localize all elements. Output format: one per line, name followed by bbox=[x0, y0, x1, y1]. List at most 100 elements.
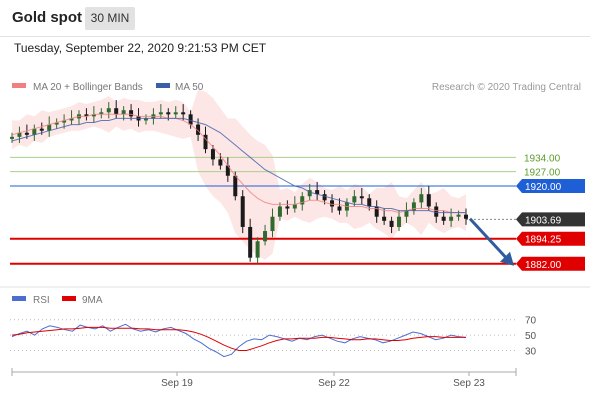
candle-body bbox=[404, 210, 409, 217]
forecast-arrow-head bbox=[500, 251, 514, 266]
datetime-label: Tuesday, September 22, 2020 9:21:53 PM C… bbox=[14, 41, 267, 55]
ma50-legend-swatch bbox=[156, 83, 170, 88]
candle-body bbox=[411, 202, 416, 211]
candle-body bbox=[69, 118, 74, 121]
forecast-arrow bbox=[468, 217, 514, 266]
candle-body bbox=[24, 132, 29, 135]
candle-body bbox=[47, 124, 52, 131]
candle-body bbox=[196, 124, 201, 135]
chart-header: Gold spot 30 MIN bbox=[0, 0, 590, 37]
rsi-tick-label: 30 bbox=[525, 346, 537, 357]
candle-body bbox=[188, 114, 193, 125]
candle-body bbox=[456, 214, 461, 217]
candle-body bbox=[225, 165, 230, 176]
rsi-panel: 70 50 30 bbox=[10, 316, 537, 357]
rsi-legend-swatch bbox=[12, 296, 26, 301]
candle-body bbox=[337, 206, 342, 211]
rsi-ma-legend-label: 9MA bbox=[82, 295, 103, 306]
candle-body bbox=[449, 216, 454, 221]
copyright-label: Research © 2020 Trading Central bbox=[432, 82, 581, 93]
resistance-label: 1927.00 bbox=[524, 168, 561, 179]
ma20-legend-swatch bbox=[12, 83, 26, 88]
support-label: 1882.00 bbox=[525, 260, 562, 271]
candle-body bbox=[210, 149, 215, 160]
candle-body bbox=[300, 196, 305, 205]
candle-body bbox=[352, 196, 357, 203]
candle-body bbox=[426, 194, 431, 207]
candle-body bbox=[315, 190, 320, 195]
rsi-legend-label: RSI bbox=[33, 295, 50, 306]
candle-body bbox=[233, 175, 238, 197]
candle-body bbox=[10, 136, 14, 139]
rsi-tick-label: 50 bbox=[525, 331, 537, 342]
candle-body bbox=[307, 190, 312, 197]
price-levels bbox=[10, 156, 516, 265]
candle-body bbox=[441, 216, 446, 221]
x-tick-label: Sep 22 bbox=[318, 378, 350, 389]
x-axis: Sep 19 Sep 22 Sep 23 bbox=[11, 368, 517, 389]
rsi-ma-line bbox=[11, 326, 466, 351]
candle-body bbox=[203, 134, 208, 150]
candle-body bbox=[270, 216, 275, 232]
candle-body bbox=[62, 120, 67, 123]
pivot-tag bbox=[516, 179, 585, 193]
candle-body bbox=[240, 196, 245, 227]
candle-body bbox=[218, 159, 223, 166]
candle-body bbox=[32, 128, 37, 135]
candle-body bbox=[91, 114, 96, 117]
candle-body bbox=[173, 112, 178, 115]
candle-body bbox=[285, 206, 290, 209]
candle-body bbox=[54, 122, 59, 125]
candle-body bbox=[263, 231, 268, 242]
candle-body bbox=[389, 220, 394, 227]
x-tick-label: Sep 19 bbox=[161, 378, 193, 389]
candle-body bbox=[248, 226, 253, 258]
timeframe-badge[interactable]: 30 MIN bbox=[85, 7, 135, 30]
candle-body bbox=[166, 112, 171, 115]
ma50-legend-label: MA 50 bbox=[175, 82, 204, 93]
support-label: 1894.25 bbox=[525, 235, 562, 246]
candle-body bbox=[330, 200, 335, 207]
moving-averages bbox=[11, 113, 466, 214]
candle-body bbox=[322, 194, 327, 201]
level-labels: 1934.00 1927.00 1920.00 1903.69 1894.25 1882.… bbox=[516, 153, 585, 271]
candle-body bbox=[106, 108, 111, 113]
candle-body bbox=[129, 110, 134, 117]
candle-body bbox=[397, 216, 402, 227]
x-tick-label: Sep 23 bbox=[453, 378, 485, 389]
candle-body bbox=[17, 132, 22, 137]
rsi-tick-label: 70 bbox=[525, 316, 537, 327]
candle-body bbox=[121, 110, 126, 115]
candle-body bbox=[143, 118, 148, 121]
candle-body bbox=[464, 214, 468, 219]
candle-body bbox=[419, 194, 424, 203]
rsi-ma-legend-swatch bbox=[62, 296, 76, 301]
candle-body bbox=[382, 216, 387, 221]
candle-body bbox=[277, 206, 282, 217]
candle-body bbox=[292, 204, 297, 209]
last-price-tag bbox=[516, 212, 585, 227]
candle-body bbox=[114, 108, 119, 115]
candle-body bbox=[99, 112, 104, 115]
candle-body bbox=[255, 241, 260, 258]
candle-body bbox=[181, 112, 186, 115]
candle-body bbox=[84, 114, 89, 117]
forecast-arrow-shaft bbox=[468, 217, 510, 261]
candle-body bbox=[367, 198, 372, 207]
resistance-label: 1934.00 bbox=[524, 153, 561, 164]
candle-body bbox=[158, 112, 163, 115]
bollinger-band-area bbox=[12, 89, 466, 260]
ma20-line bbox=[11, 113, 466, 214]
candle-body bbox=[39, 128, 44, 131]
bollinger-bands bbox=[12, 89, 466, 260]
support-tag bbox=[516, 256, 585, 271]
last-price-label: 1903.69 bbox=[525, 215, 562, 226]
ma20-legend-label: MA 20 + Bollinger Bands bbox=[33, 82, 143, 93]
instrument-title: Gold spot bbox=[12, 9, 82, 26]
candle-body bbox=[374, 206, 379, 217]
ma50-line bbox=[11, 117, 466, 214]
pivot-label: 1920.00 bbox=[525, 182, 562, 193]
candle-body bbox=[359, 196, 364, 199]
support-tag bbox=[516, 231, 585, 246]
